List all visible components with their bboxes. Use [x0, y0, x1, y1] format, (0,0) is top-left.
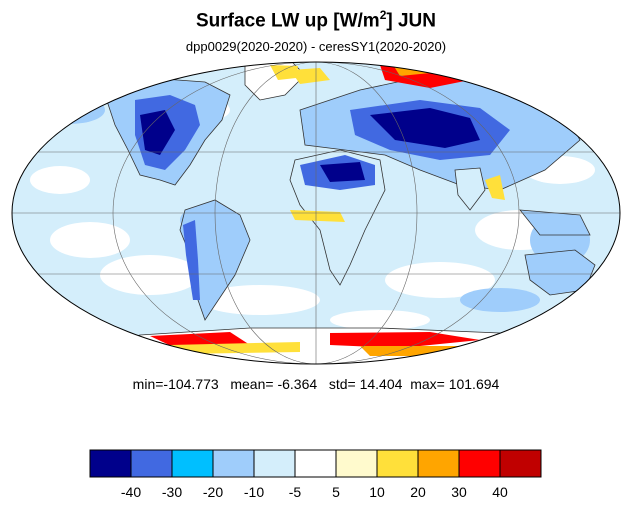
stat-max-value: 101.694 [448, 376, 500, 392]
graticule [12, 62, 620, 364]
title-text: Surface LW up [W/m [196, 10, 380, 32]
colorbar-swatch [212, 449, 255, 478]
colorbar-tick-label: -5 [289, 484, 302, 500]
colorbar-swatch [294, 449, 337, 478]
anomaly-patch [183, 220, 200, 300]
meridian-line [112, 62, 520, 364]
stat-min-value: -104.773 [163, 376, 219, 392]
stat-max-label: max= [410, 376, 449, 392]
colorbar-swatch [417, 449, 460, 478]
colorbar-swatch [171, 449, 214, 478]
anomaly-patch [170, 342, 300, 354]
statistics-line: min=-104.773 mean= -6.364 std= 14.404 ma… [0, 376, 632, 392]
anomaly-patch [330, 332, 480, 348]
colorbar-tick-label: -40 [121, 484, 141, 500]
chart-title: Surface LW up [W/m2] JUN [0, 8, 632, 32]
colorbar-tick-label: 20 [410, 484, 426, 500]
anomaly-patch [100, 255, 200, 295]
landmass-india [454, 167, 486, 211]
colorbar-swatch [335, 449, 378, 478]
colorbar-swatch [376, 449, 419, 478]
stat-min-label: min= [132, 376, 164, 392]
stat-mean-label: mean= [230, 376, 278, 392]
colorbar-tick-label: -10 [244, 484, 264, 500]
anomaly-patch [320, 162, 365, 182]
colorbar-tick-label: 10 [369, 484, 385, 500]
meridian-line [214, 62, 418, 364]
colorbar-swatch [89, 449, 132, 478]
anomaly-patch [370, 108, 480, 148]
anomaly-patch [485, 175, 505, 200]
colorbar-swatch [499, 449, 542, 478]
title-superscript: 2 [379, 8, 387, 22]
anomaly-patch [460, 288, 540, 312]
anomaly-patch [290, 68, 330, 84]
colorbar-tick-label: 5 [332, 484, 340, 500]
stat-std-value: 14.404 [359, 376, 403, 392]
title-text-end: ] JUN [386, 10, 436, 32]
anomaly-patch [30, 166, 90, 194]
landmass-indonesia [519, 209, 591, 236]
stat-mean-value: -6.364 [277, 376, 318, 392]
colorbar-swatch [253, 449, 296, 478]
anomaly-patch [330, 310, 430, 330]
globe-outline [11, 61, 621, 365]
colorbar-swatch [458, 449, 501, 478]
colorbar-tick-label: 40 [492, 484, 508, 500]
colorbar-tick-label: -30 [162, 484, 182, 500]
chart-subtitle: dpp0029(2020-2020) - ceresSY1(2020-2020) [185, 39, 447, 54]
anomaly-patch [50, 222, 130, 258]
colorbar-tick-label: -20 [203, 484, 223, 500]
anomaly-patch [385, 262, 495, 298]
colorbar-swatch [130, 449, 173, 478]
stat-std-label: std= [328, 376, 360, 392]
anomaly-patch [140, 110, 175, 155]
colorbar-tick-label: 30 [451, 484, 467, 500]
anomaly-patch [270, 65, 298, 80]
